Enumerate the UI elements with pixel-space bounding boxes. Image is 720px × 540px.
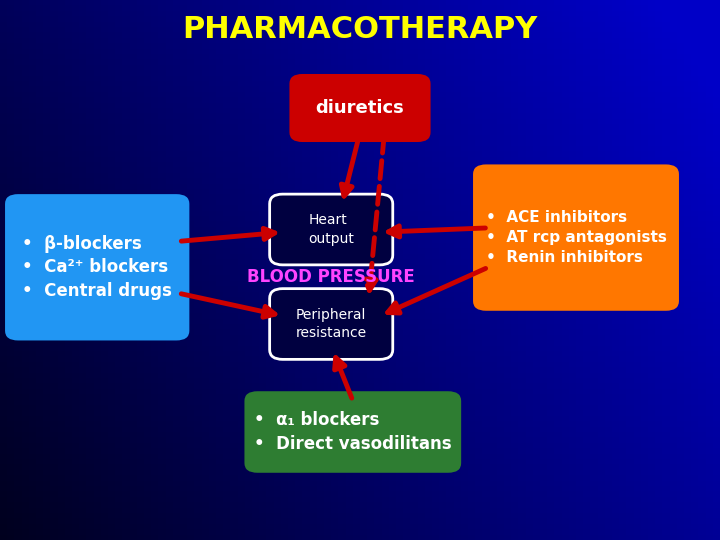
Text: Heart
output: Heart output: [308, 213, 354, 246]
Text: •  α₁ blockers
•  Direct vasodilitans: • α₁ blockers • Direct vasodilitans: [254, 411, 451, 453]
FancyBboxPatch shape: [244, 391, 461, 473]
Text: •  ACE inhibitors
•  AT rcp antagonists
•  Renin inhibitors: • ACE inhibitors • AT rcp antagonists • …: [485, 210, 667, 265]
Text: •  β-blockers
•  Ca²⁺ blockers
•  Central drugs: • β-blockers • Ca²⁺ blockers • Central d…: [22, 235, 172, 300]
Text: PHARMACOTHERAPY: PHARMACOTHERAPY: [182, 15, 538, 44]
FancyBboxPatch shape: [289, 74, 431, 142]
Text: diuretics: diuretics: [315, 99, 405, 117]
FancyBboxPatch shape: [269, 288, 393, 360]
FancyBboxPatch shape: [269, 194, 393, 265]
FancyBboxPatch shape: [5, 194, 189, 341]
Text: BLOOD PRESSURE: BLOOD PRESSURE: [248, 268, 415, 286]
FancyBboxPatch shape: [473, 164, 679, 310]
Text: Peripheral
resistance: Peripheral resistance: [296, 308, 366, 340]
